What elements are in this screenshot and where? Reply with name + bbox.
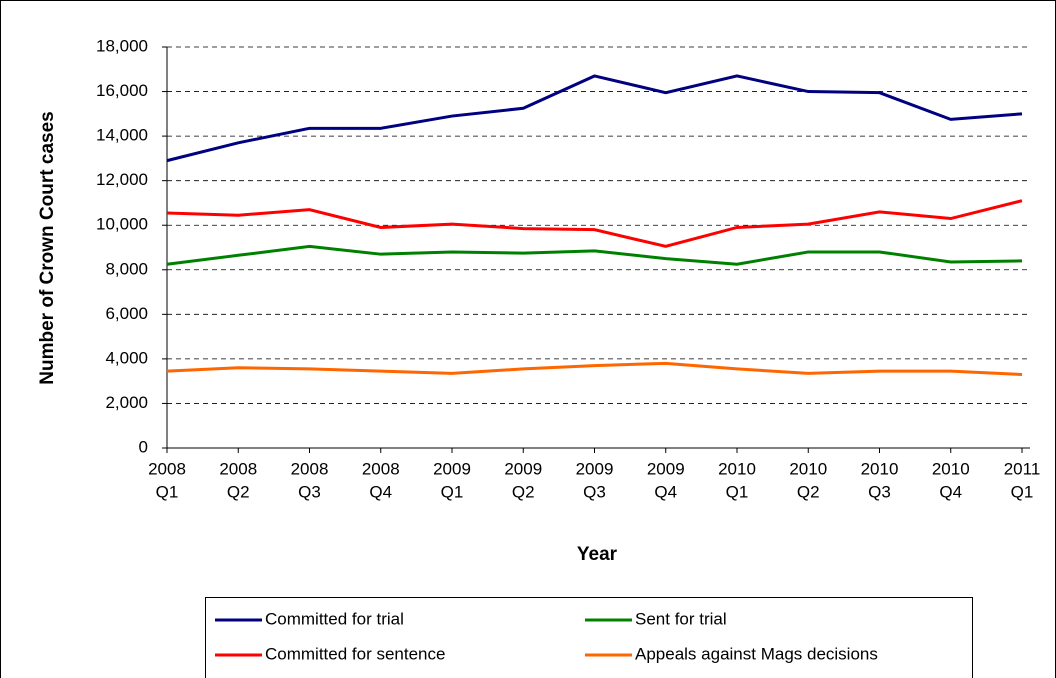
x-tick-label: Q1	[156, 482, 179, 501]
x-tick-label: 2008	[148, 459, 186, 478]
series-line	[166, 244, 1023, 266]
x-tick-label: 2008	[362, 459, 400, 478]
x-tick-label: Q2	[512, 482, 535, 501]
x-tick-label: Q1	[1011, 482, 1034, 501]
legend-label: Committed for sentence	[265, 644, 445, 663]
x-tick-label: Q4	[654, 482, 677, 501]
x-tick-label: 2009	[433, 459, 471, 478]
x-tick-label: 2009	[647, 459, 685, 478]
y-tick-label: 14,000	[96, 126, 148, 145]
x-tick-label: 2010	[718, 459, 756, 478]
series-line	[166, 74, 1023, 163]
x-tick-label: Q3	[583, 482, 606, 501]
x-tick-label: 2008	[219, 459, 257, 478]
legend-label: Appeals against Mags decisions	[635, 644, 878, 663]
y-tick-label: 16,000	[96, 81, 148, 100]
x-tick-label: Q4	[939, 482, 962, 501]
x-tick-label: 2010	[932, 459, 970, 478]
y-tick-label: 18,000	[96, 36, 148, 55]
x-tick-label: 2011	[1004, 459, 1041, 478]
x-tick-label: Q1	[441, 482, 464, 501]
y-tick-label: 12,000	[96, 170, 148, 189]
y-tick-label: 0	[139, 437, 148, 456]
x-tick-label: 2009	[576, 459, 614, 478]
y-tick-label: 8,000	[105, 259, 148, 278]
x-tick-label: Q2	[227, 482, 250, 501]
legend-label: Sent for trial	[635, 609, 727, 628]
x-tick-label: 2009	[504, 459, 542, 478]
y-tick-label: 6,000	[105, 304, 148, 323]
y-tick-label: 2,000	[105, 393, 148, 412]
x-tick-label: Q4	[369, 482, 392, 501]
x-tick-label: Q2	[797, 482, 820, 501]
y-tick-label: 10,000	[96, 215, 148, 234]
legend	[205, 597, 973, 678]
series-line	[166, 199, 1023, 248]
x-tick-label: Q3	[868, 482, 891, 501]
y-axis-title: Number of Crown Court cases	[37, 111, 58, 384]
x-axis-title: Year	[577, 544, 618, 565]
x-tick-label: 2008	[291, 459, 329, 478]
series-line	[166, 361, 1023, 376]
legend-label: Committed for trial	[265, 609, 404, 628]
x-tick-label: 2010	[789, 459, 827, 478]
x-tick-label: Q1	[726, 482, 749, 501]
x-tick-label: 2010	[861, 459, 899, 478]
x-tick-label: Q3	[298, 482, 321, 501]
y-tick-label: 4,000	[105, 348, 148, 367]
